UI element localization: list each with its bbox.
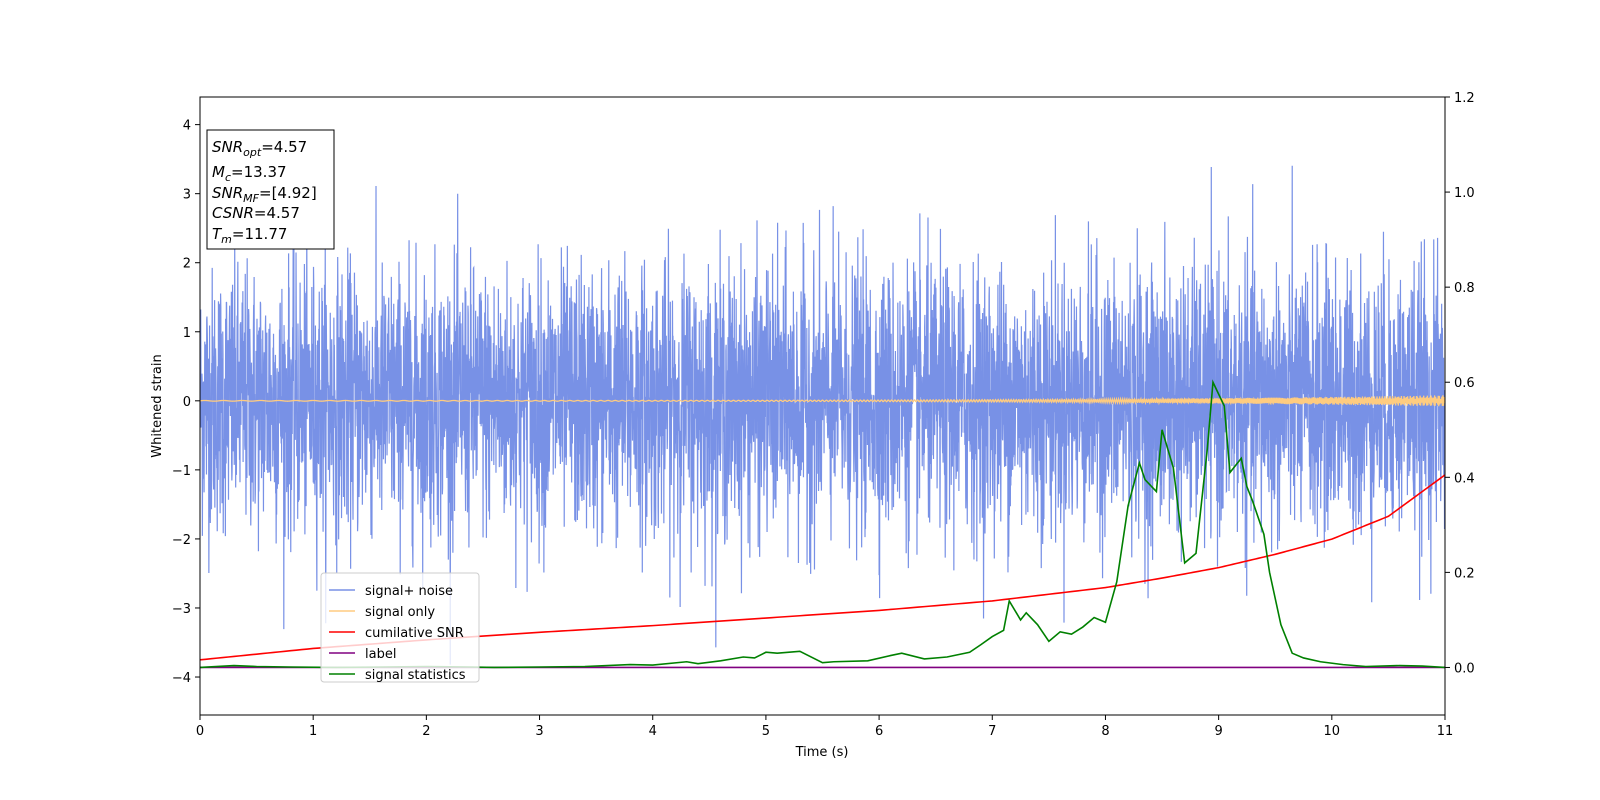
legend: signal+ noise signal only cumilative SNR la… [320,572,480,683]
info-box: SNRopt=4.57 Mc=13.37SNRMF=[4.92]CSNR=4.57… [206,129,335,250]
left-y-tick-label: −1 [172,464,191,479]
right-y-tick-label: 1.2 [1454,91,1475,106]
x-tick-label: 2 [422,724,430,739]
left-y-tick-label: 1 [183,326,191,341]
x-tick-label: 11 [1437,724,1454,739]
series-signal-only [200,395,1445,407]
right-y-axis-ticks: 0.0 0.2 0.4 0.6 0.8 1.0 1.2 [1445,91,1475,676]
left-y-tick-label: −2 [172,533,191,548]
right-y-tick-label: 0.0 [1454,661,1475,676]
x-tick-label: 1 [309,724,317,739]
plot-frame [199,96,1446,716]
x-axis-label: Time (s) [795,745,849,760]
x-tick-label: 5 [762,724,770,739]
legend-label-cumilative-snr: cumilative SNR [365,626,464,641]
right-y-tick-label: 0.6 [1454,376,1475,391]
legend-label-label: label [365,647,396,662]
legend-label-signal-statistics: signal statistics [365,668,466,683]
x-tick-label: 9 [1214,724,1222,739]
left-y-axis-ticks: −4 −3 −2 −1 0 1 2 3 4 [172,119,200,686]
x-tick-label: 10 [1324,724,1341,739]
info-line: SNRopt=4.57 [212,138,307,159]
x-tick-label: 6 [875,724,883,739]
left-y-tick-label: 4 [183,119,191,134]
legend-frame [320,572,480,683]
x-tick-label: 4 [649,724,657,739]
left-y-tick-label: −4 [172,671,191,686]
left-y-tick-label: −3 [172,602,191,617]
x-tick-label: 3 [535,724,543,739]
left-y-tick-label: 2 [183,257,191,272]
legend-label-signal-only: signal only [365,605,435,620]
series-signal-statistics [200,379,1445,669]
info-box-lines: SNRopt=4.57 Mc=13.37SNRMF=[4.92]CSNR=4.57… [212,138,317,246]
info-line: CSNR=4.57 [212,204,300,222]
legend-items: signal+ noise signal only cumilative SNR la… [329,584,466,683]
x-tick-label: 8 [1101,724,1109,739]
x-tick-label: 0 [196,724,204,739]
info-line: Tm=11.77 [212,225,287,246]
left-y-tick-label: 0 [183,395,191,410]
x-axis-ticks: 0 1 2 3 4 5 6 7 8 9 10 11 [196,715,1453,739]
info-box-frame [206,129,335,250]
right-y-tick-label: 0.8 [1454,281,1475,296]
x-tick-label: 7 [988,724,996,739]
info-line: SNRMF=[4.92] [212,184,317,205]
legend-label-signal-noise: signal+ noise [365,584,453,599]
right-y-tick-label: 0.2 [1454,566,1475,581]
y-axis-label: Whitened strain [150,354,165,457]
left-y-tick-label: 3 [183,188,191,203]
right-y-tick-label: 0.4 [1454,471,1475,486]
info-line: Mc=13.37 [212,163,287,184]
right-y-tick-label: 1.0 [1454,186,1475,201]
